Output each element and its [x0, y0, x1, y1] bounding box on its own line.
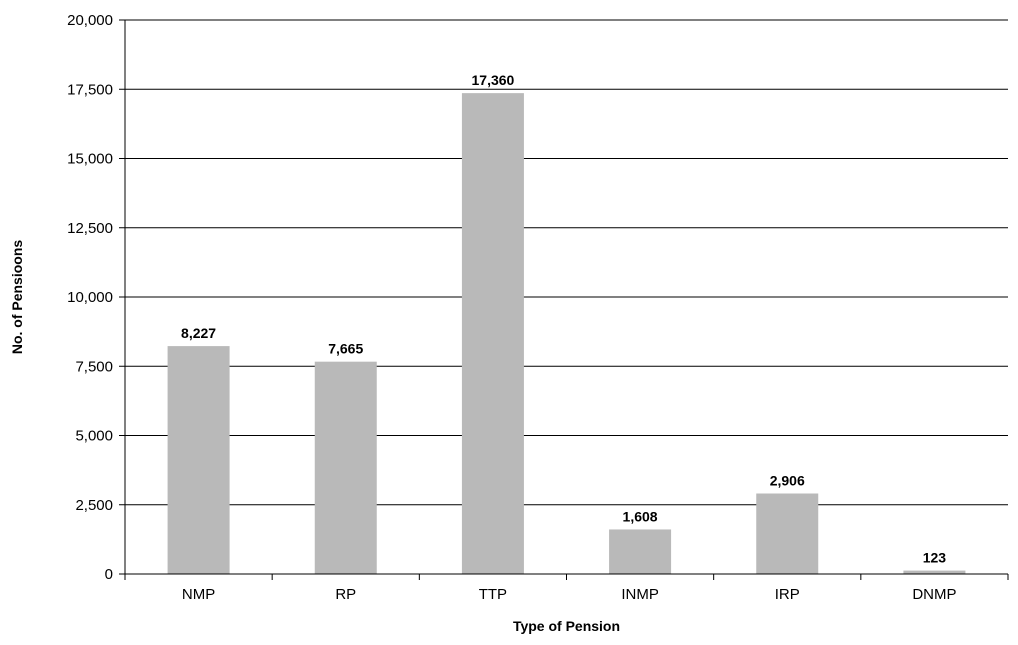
- bar-ttp: [461, 93, 524, 575]
- data-label-ttp: 17,360: [472, 72, 515, 88]
- y-tick-label: 0: [105, 566, 113, 583]
- x-tick-label: RP: [335, 586, 356, 603]
- bar-dnmp: [903, 570, 966, 574]
- x-tick-labels: NMP RP TTP INMP IRP DNMP: [182, 586, 957, 603]
- y-tick-label: 20,000: [67, 12, 113, 29]
- x-axis-title: Type of Pension: [513, 618, 620, 634]
- y-tick-label: 2,500: [75, 497, 113, 514]
- bar-nmp: [167, 346, 230, 574]
- x-tick-label: DNMP: [912, 586, 956, 603]
- axes: [119, 19, 1009, 580]
- bar-inmp: [609, 529, 672, 574]
- x-tick-label: NMP: [182, 586, 215, 603]
- y-tick-label: 15,000: [67, 151, 113, 168]
- y-tick-labels: 0 2,500 5,000 7,500 10,000 12,500 15,000 17,500…: [67, 12, 113, 583]
- x-tick-label: IRP: [775, 586, 800, 603]
- x-tick-label: TTP: [479, 586, 507, 603]
- y-axis-title: No. of Pensioons: [9, 240, 25, 355]
- y-tick-label: 5,000: [75, 428, 113, 445]
- x-tick-label: INMP: [621, 586, 659, 603]
- y-tick-label: 12,500: [67, 220, 113, 237]
- data-label-dnmp: 123: [923, 550, 947, 566]
- data-labels: 8,227 7,665 17,360 1,608 2,906 123: [181, 72, 946, 565]
- data-label-rp: 7,665: [328, 341, 363, 357]
- bars: [167, 93, 966, 575]
- gridlines: [125, 19, 1008, 506]
- data-label-inmp: 1,608: [623, 508, 658, 524]
- bar-rp: [314, 361, 377, 574]
- data-label-nmp: 8,227: [181, 325, 216, 341]
- y-tick-label: 7,500: [75, 358, 113, 375]
- bar-irp: [756, 493, 819, 574]
- y-tick-label: 10,000: [67, 289, 113, 306]
- y-tick-label: 17,500: [67, 81, 113, 98]
- data-label-irp: 2,906: [770, 473, 805, 489]
